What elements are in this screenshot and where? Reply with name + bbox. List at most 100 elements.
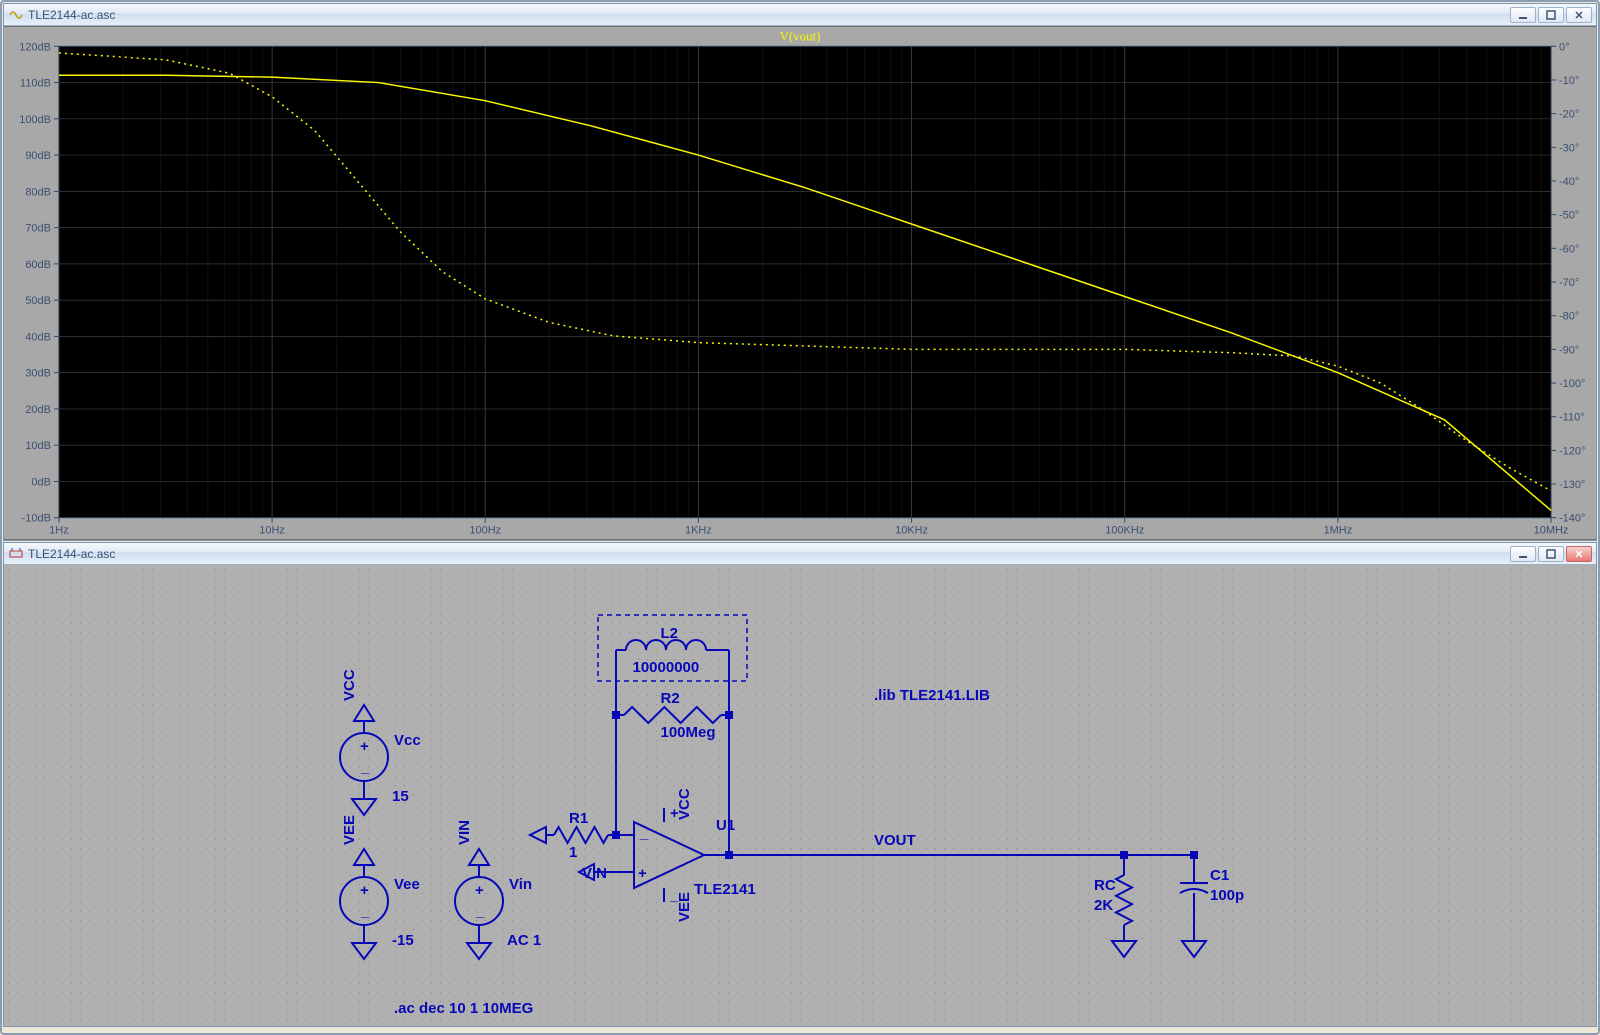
component-name[interactable]: L2 bbox=[661, 625, 679, 642]
y-right-label: -90° bbox=[1559, 344, 1579, 356]
x-label: 10KHz bbox=[895, 525, 928, 537]
y-left-label: 80dB bbox=[25, 186, 51, 198]
x-label: 10MHz bbox=[1534, 525, 1569, 537]
x-label: 10Hz bbox=[259, 525, 285, 537]
ground-icon bbox=[1112, 941, 1136, 957]
text[interactable]: + bbox=[475, 882, 484, 899]
y-right-label: -80° bbox=[1559, 311, 1579, 323]
y-left-label: 120dB bbox=[19, 41, 51, 53]
net-flag-icon bbox=[354, 849, 374, 865]
component-value[interactable]: 10000000 bbox=[633, 659, 700, 676]
bode-plot[interactable]: -10dB0dB10dB20dB30dB40dB50dB60dB70dB80dB… bbox=[4, 26, 1596, 540]
spice-directive[interactable]: .ac dec 10 1 10MEG bbox=[394, 1000, 533, 1017]
pin-label[interactable]: VCC bbox=[676, 788, 693, 820]
y-right-label: -120° bbox=[1559, 445, 1585, 457]
y-right-label: -30° bbox=[1559, 142, 1579, 154]
net-flag[interactable]: VCC bbox=[341, 669, 358, 701]
component-value[interactable]: 2K bbox=[1094, 897, 1113, 914]
x-label: 1MHz bbox=[1324, 525, 1353, 537]
y-right-label: -100° bbox=[1559, 378, 1585, 390]
y-left-label: 30dB bbox=[25, 368, 51, 380]
component-name[interactable]: U1 bbox=[716, 817, 735, 834]
component-value[interactable]: 15 bbox=[392, 788, 409, 805]
plot-titlebar[interactable]: TLE2144-ac.asc bbox=[4, 4, 1596, 26]
x-label: 1KHz bbox=[685, 525, 712, 537]
plot-title: TLE2144-ac.asc bbox=[28, 8, 115, 22]
pin-label[interactable]: VEE bbox=[676, 892, 693, 922]
text[interactable]: + bbox=[638, 865, 647, 882]
close-button[interactable] bbox=[1566, 546, 1592, 562]
minimize-button[interactable] bbox=[1510, 7, 1536, 23]
ground-icon bbox=[467, 943, 491, 959]
component-value[interactable]: AC 1 bbox=[507, 932, 541, 949]
text[interactable]: _ bbox=[360, 903, 370, 920]
y-left-label: 40dB bbox=[25, 331, 51, 343]
x-label: 100Hz bbox=[469, 525, 501, 537]
schematic-canvas[interactable]: VCC + _ Vcc 15 VEE + _ Vee -15 VIN + _ Vin AC 1 .ac dec… bbox=[4, 565, 1596, 1026]
component-value[interactable]: TLE2141 bbox=[694, 881, 756, 898]
y-left-label: -10dB bbox=[22, 513, 51, 525]
schematic-window: TLE2144-ac.asc VCC + _ Vcc 15 VEE + _ Vee -15 VIN +… bbox=[3, 542, 1597, 1027]
component-name[interactable]: Vee bbox=[394, 876, 420, 893]
spice-directive[interactable]: .lib TLE2141.LIB bbox=[874, 687, 990, 704]
y-right-label: -110° bbox=[1559, 412, 1585, 424]
y-left-label: 0dB bbox=[31, 476, 51, 488]
schem-title: TLE2144-ac.asc bbox=[28, 547, 115, 561]
y-right-label: -20° bbox=[1559, 109, 1579, 121]
plot-area[interactable]: -10dB0dB10dB20dB30dB40dB50dB60dB70dB80dB… bbox=[4, 26, 1596, 540]
ground-icon bbox=[352, 943, 376, 959]
x-label: 1Hz bbox=[49, 525, 69, 537]
y-left-label: 110dB bbox=[20, 78, 51, 90]
y-right-label: -40° bbox=[1559, 176, 1579, 188]
component-name[interactable]: R1 bbox=[569, 810, 588, 827]
ground-icon bbox=[352, 799, 376, 815]
net-flag-icon bbox=[530, 827, 546, 843]
schematic-icon bbox=[8, 546, 24, 562]
y-left-label: 50dB bbox=[25, 295, 51, 307]
net-flag-icon bbox=[469, 849, 489, 865]
component-value[interactable]: -15 bbox=[392, 932, 414, 949]
y-left-label: 100dB bbox=[19, 114, 51, 126]
net-label[interactable]: VOUT bbox=[874, 832, 916, 849]
component-name[interactable]: Vin bbox=[509, 876, 532, 893]
plot-window: TLE2144-ac.asc -10dB0dB10dB20dB30dB40dB5… bbox=[3, 3, 1597, 541]
net-flag[interactable]: VEE bbox=[341, 815, 358, 845]
minimize-button[interactable] bbox=[1510, 546, 1536, 562]
maximize-button[interactable] bbox=[1538, 546, 1564, 562]
y-right-label: -130° bbox=[1559, 479, 1585, 491]
maximize-button[interactable] bbox=[1538, 7, 1564, 23]
component-value[interactable]: 1 bbox=[569, 844, 577, 861]
wire bbox=[1116, 875, 1132, 925]
y-right-label: -10° bbox=[1559, 75, 1579, 87]
schem-titlebar[interactable]: TLE2144-ac.asc bbox=[4, 543, 1596, 565]
ground-icon bbox=[1182, 941, 1206, 957]
wire bbox=[624, 707, 721, 723]
component-name[interactable]: R2 bbox=[661, 690, 680, 707]
component-name[interactable]: C1 bbox=[1210, 867, 1229, 884]
x-label: 100KHz bbox=[1105, 525, 1144, 537]
close-button[interactable] bbox=[1566, 7, 1592, 23]
y-left-label: 90dB bbox=[25, 150, 51, 162]
y-right-label: 0° bbox=[1559, 41, 1570, 53]
component-value[interactable]: 100Meg bbox=[661, 724, 716, 741]
text[interactable]: _ bbox=[475, 903, 485, 920]
y-left-label: 70dB bbox=[25, 223, 51, 235]
component-name[interactable]: Vcc bbox=[394, 732, 421, 749]
text[interactable]: _ bbox=[360, 759, 370, 776]
text[interactable]: + bbox=[360, 738, 369, 755]
y-right-label: -60° bbox=[1559, 243, 1579, 255]
y-left-label: 20dB bbox=[25, 404, 51, 416]
y-left-label: 60dB bbox=[25, 259, 51, 271]
y-right-label: -140° bbox=[1559, 513, 1585, 525]
wave-icon bbox=[8, 7, 24, 23]
text[interactable]: _ bbox=[639, 825, 649, 842]
text[interactable]: + bbox=[360, 882, 369, 899]
component-name[interactable]: RC bbox=[1094, 877, 1116, 894]
component-value[interactable]: 100p bbox=[1210, 887, 1244, 904]
trace-label[interactable]: V(vout) bbox=[779, 28, 820, 43]
net-flag[interactable]: VIN bbox=[456, 820, 473, 845]
y-right-label: -50° bbox=[1559, 210, 1579, 222]
net-flag-icon bbox=[354, 705, 374, 721]
schematic-svg[interactable]: VCC + _ Vcc 15 VEE + _ Vee -15 VIN + _ Vin AC 1 .ac dec… bbox=[4, 565, 1596, 1026]
plot-bg bbox=[59, 46, 1551, 517]
